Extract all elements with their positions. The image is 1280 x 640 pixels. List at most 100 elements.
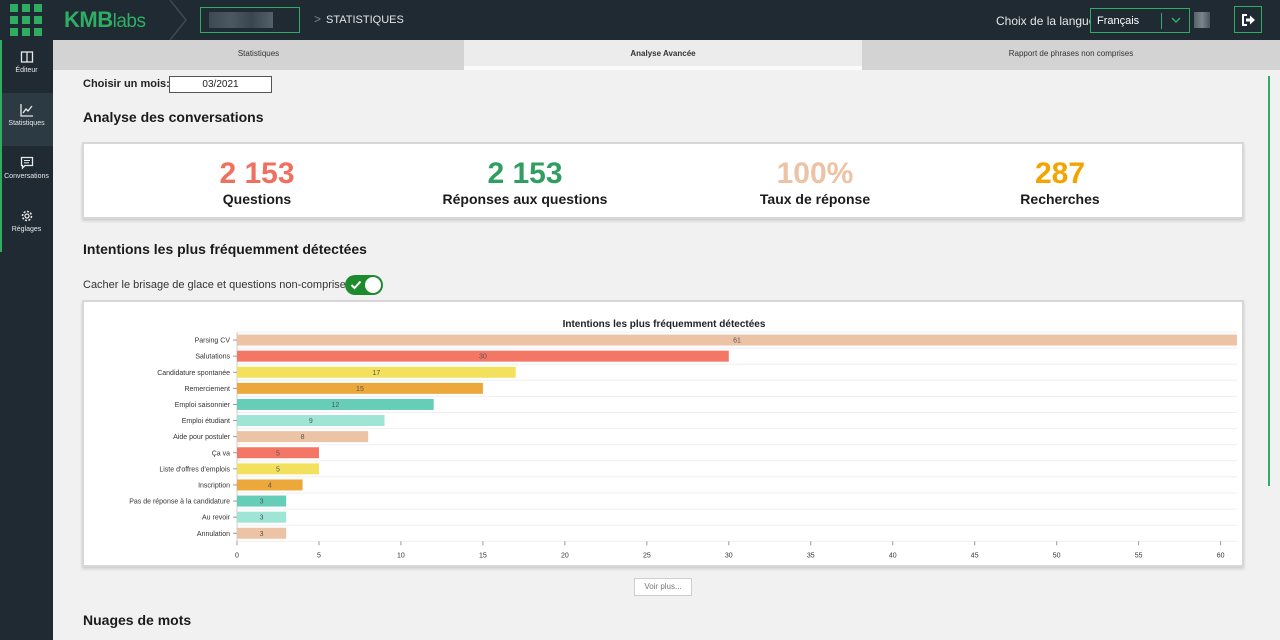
- stat-label: Questions: [222, 191, 292, 207]
- sidebar-item-label: Statistiques: [8, 120, 45, 127]
- y-tick-label: Emploi étudiant: [182, 418, 230, 425]
- tab-analyse-avancee[interactable]: Analyse Avancée: [464, 40, 862, 70]
- sidebar-item-conversations[interactable]: Conversations: [0, 146, 53, 199]
- y-tick-label: Liste d'offres d'emplois: [159, 466, 230, 473]
- logout-icon: [1242, 14, 1255, 26]
- sidebar-item-reglages[interactable]: Réglages: [0, 199, 53, 252]
- y-tick-label: Candidature spontanée: [157, 370, 230, 377]
- bot-name-blurred: [209, 12, 273, 28]
- data-label: 3: [260, 515, 264, 522]
- data-label: 17: [372, 370, 380, 377]
- bar[interactable]: [237, 463, 319, 475]
- sidebar-item-editeur[interactable]: Éditeur: [0, 40, 53, 93]
- sidebar-item-statistiques[interactable]: Statistiques: [0, 93, 53, 146]
- bar[interactable]: [237, 350, 729, 362]
- stat-value: 2 153: [219, 157, 295, 190]
- stat-label: Réponses aux questions: [442, 191, 608, 207]
- y-tick-label: Pas de réponse à la candidature: [129, 499, 230, 506]
- check-icon: [350, 280, 362, 290]
- x-tick-label: 30: [725, 552, 733, 559]
- logout-button[interactable]: [1234, 6, 1262, 33]
- data-label: 3: [260, 531, 264, 538]
- data-label: 12: [331, 402, 339, 409]
- x-tick-label: 60: [1217, 552, 1225, 559]
- bar[interactable]: [237, 511, 287, 523]
- data-label: 15: [356, 386, 364, 393]
- chart-title: Intentions les plus fréquemment détectée…: [563, 319, 766, 330]
- flag-icon: [1194, 12, 1210, 28]
- y-tick-label: Emploi saisonnier: [175, 402, 231, 409]
- bar[interactable]: [237, 495, 287, 507]
- data-label: 4: [268, 482, 272, 489]
- bar[interactable]: [237, 479, 303, 491]
- stat-value: 100%: [776, 157, 854, 190]
- data-label: 5: [276, 450, 280, 457]
- bar[interactable]: [237, 431, 369, 443]
- bar[interactable]: [237, 398, 434, 410]
- data-label: 8: [301, 434, 305, 441]
- y-tick-label: Inscription: [198, 482, 230, 489]
- logo-main: KMB: [64, 7, 113, 32]
- sidebar: Éditeur Statistiques Conversations Régla…: [0, 40, 53, 640]
- x-tick-label: 45: [971, 552, 979, 559]
- app-logo[interactable]: KMBlabs: [64, 7, 146, 33]
- y-tick-label: Ça va: [212, 450, 230, 457]
- bar[interactable]: [237, 366, 516, 378]
- bot-selector[interactable]: [200, 7, 300, 33]
- y-tick-label: Parsing CV: [195, 338, 231, 345]
- stat-label: Taux de réponse: [759, 191, 871, 207]
- tab-rapport-phrases[interactable]: Rapport de phrases non comprises: [1008, 49, 1134, 58]
- stat-responses: 2 153 Réponses aux questions: [395, 158, 655, 208]
- data-label: 61: [733, 338, 741, 345]
- toggle-label: Cacher le brisage de glace et questions …: [83, 279, 352, 291]
- stat-questions: 2 153 Questions: [127, 157, 387, 208]
- sidebar-item-label: Éditeur: [15, 67, 38, 74]
- intents-title: Intentions les plus fréquemment détectée…: [83, 241, 367, 257]
- see-more-button[interactable]: Voir plus...: [634, 578, 692, 596]
- sidebar-item-label: Réglages: [11, 226, 42, 233]
- apps-grid-icon[interactable]: [10, 4, 42, 36]
- x-tick-label: 15: [479, 552, 487, 559]
- x-tick-label: 40: [889, 552, 897, 559]
- book-icon: [20, 51, 33, 63]
- intents-bar-chart: Intentions les plus fréquemment détectée…: [129, 319, 1237, 559]
- language-label: Choix de la langue:: [996, 14, 1099, 28]
- chat-icon: [20, 156, 33, 170]
- tab-statistiques[interactable]: Statistiques: [237, 49, 280, 58]
- chevron-down-icon: [1171, 17, 1181, 24]
- x-tick-label: 20: [561, 552, 569, 559]
- breadcrumb-separator: >: [314, 12, 322, 26]
- y-tick-label: Salutations: [195, 354, 230, 361]
- x-tick-label: 35: [807, 552, 815, 559]
- stat-searches: 287 Recherches: [930, 158, 1190, 208]
- data-label: 3: [260, 499, 264, 506]
- x-tick-label: 5: [317, 552, 321, 559]
- data-label: 9: [309, 418, 313, 425]
- bar[interactable]: [237, 415, 385, 427]
- breadcrumb: STATISTIQUES: [326, 14, 404, 26]
- chart-icon: [19, 104, 33, 117]
- bar[interactable]: [237, 334, 1237, 346]
- month-label: Choisir un mois:: [83, 78, 170, 90]
- bar[interactable]: [237, 382, 483, 394]
- month-input[interactable]: 03/2021: [169, 76, 272, 93]
- toggle-knob: [365, 277, 381, 293]
- x-tick-label: 55: [1135, 552, 1143, 559]
- top-bar: KMBlabs > STATISTIQUES Choix de la langu…: [0, 0, 1280, 40]
- scrollbar[interactable]: [1268, 76, 1270, 486]
- x-tick-label: 25: [643, 552, 651, 559]
- data-label: 5: [276, 466, 280, 473]
- bar[interactable]: [237, 447, 319, 459]
- chevron-right-icon: [169, 0, 187, 40]
- select-divider: [1161, 13, 1162, 29]
- intents-chart-card: Intentions les plus fréquemment détectée…: [82, 300, 1244, 567]
- hide-icebreaker-toggle[interactable]: [345, 275, 383, 295]
- sidebar-accent: [0, 40, 2, 252]
- y-tick-label: Annulation: [197, 531, 230, 538]
- wordcloud-title: Nuages de mots: [83, 612, 192, 628]
- sidebar-item-label: Conversations: [4, 173, 49, 180]
- language-select[interactable]: Français: [1090, 8, 1190, 33]
- bar[interactable]: [237, 527, 287, 539]
- tab-bar: Statistiques Analyse Avancée Rapport de …: [53, 40, 1280, 70]
- gear-icon: [21, 210, 32, 222]
